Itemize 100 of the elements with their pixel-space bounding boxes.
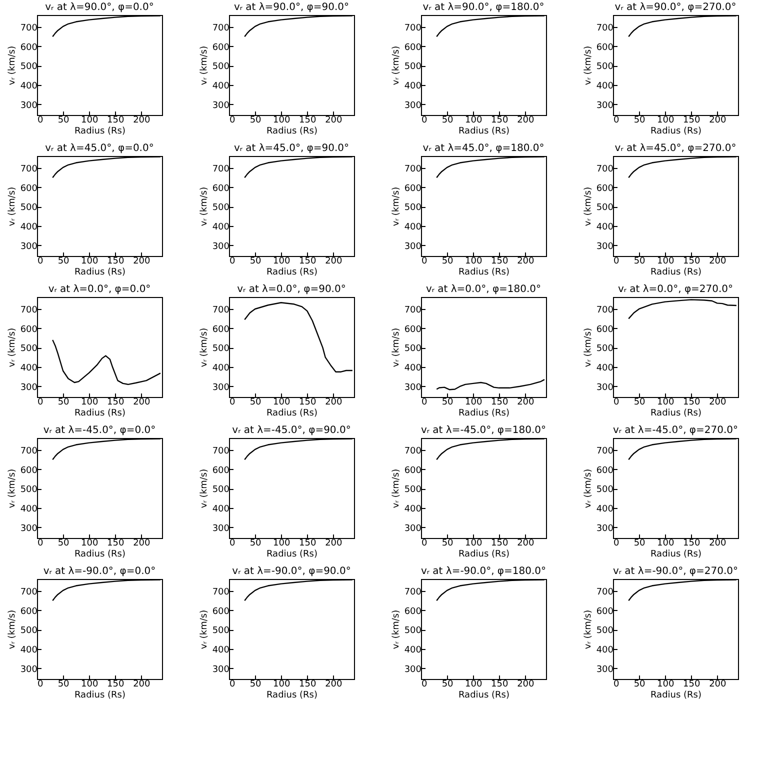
y-tick-label: 400 (404, 646, 422, 656)
y-tick-label: 600 (212, 42, 230, 53)
y-tick-label: 700 (596, 446, 614, 456)
y-tick-label: 500 (20, 203, 38, 214)
x-tick-label: 50 (634, 538, 646, 548)
x-tick-label: 50 (634, 256, 646, 266)
y-tick-label: 300 (20, 100, 38, 111)
y-tick-label: 600 (404, 606, 422, 617)
y-tick-label: 500 (596, 626, 614, 636)
x-tick-label: 200 (133, 256, 151, 266)
x-tick-label: 100 (464, 538, 482, 548)
y-tick-label: 600 (212, 324, 230, 335)
y-axis-title: vᵣ (km/s) (391, 468, 402, 508)
chart-title: vᵣ at λ=-90.0°, φ=180.0° (420, 566, 546, 577)
y-tick-label: 500 (404, 203, 422, 214)
x-axis-title: Radius (Rs) (650, 690, 702, 700)
y-tick-label: 300 (404, 664, 422, 675)
chart-title: vᵣ at λ=-45.0°, φ=180.0° (420, 425, 546, 436)
x-tick-label: 0 (230, 538, 236, 548)
y-tick-label: 300 (596, 664, 614, 675)
x-tick-label: 150 (491, 538, 508, 548)
y-tick-label: 700 (20, 587, 38, 598)
y-tick-label: 700 (596, 164, 614, 174)
x-axis-title: Radius (Rs) (266, 268, 318, 278)
chart-title: vᵣ at λ=90.0°, φ=270.0° (614, 2, 736, 13)
y-tick-label: 700 (20, 23, 38, 34)
x-tick-label: 150 (107, 680, 124, 690)
x-axis-title: Radius (Rs) (650, 550, 702, 560)
y-tick-label: 300 (404, 524, 422, 534)
chart-title: vᵣ at λ=0.0°, φ=270.0° (618, 284, 734, 295)
y-tick-label: 700 (20, 446, 38, 456)
y-tick-label: 500 (20, 626, 38, 636)
x-tick-label: 0 (422, 398, 428, 408)
y-tick-label: 600 (404, 466, 422, 476)
x-axis-title: Radius (Rs) (650, 408, 702, 418)
y-axis-title: vᵣ (km/s) (583, 46, 594, 86)
x-tick-label: 150 (683, 398, 700, 408)
y-tick-label: 500 (212, 344, 230, 354)
x-tick-label: 100 (656, 680, 674, 690)
chart-title: vᵣ at λ=-90.0°, φ=270.0° (612, 566, 738, 577)
y-tick-label: 500 (596, 344, 614, 354)
y-tick-label: 500 (404, 62, 422, 72)
x-tick-label: 200 (709, 538, 727, 548)
y-tick-label: 500 (212, 62, 230, 72)
x-tick-label: 0 (38, 398, 44, 408)
y-tick-label: 300 (596, 242, 614, 252)
y-tick-label: 700 (212, 23, 230, 34)
y-tick-label: 400 (212, 82, 230, 92)
y-tick-label: 300 (212, 664, 230, 675)
x-axis-title: Radius (Rs) (74, 408, 126, 418)
x-tick-label: 200 (709, 116, 727, 126)
y-tick-label: 400 (20, 82, 38, 92)
y-axis-title: vᵣ (km/s) (7, 46, 18, 86)
y-tick-label: 400 (404, 504, 422, 515)
x-tick-label: 150 (491, 680, 508, 690)
x-tick-label: 0 (614, 680, 620, 690)
x-tick-label: 150 (683, 538, 700, 548)
chart-title: vᵣ at λ=90.0°, φ=180.0° (422, 2, 544, 13)
chart-title: vᵣ at λ=0.0°, φ=0.0° (48, 284, 151, 295)
y-tick-label: 500 (212, 203, 230, 214)
x-tick-label: 200 (517, 116, 535, 126)
x-tick-label: 100 (80, 116, 98, 126)
x-tick-label: 100 (656, 116, 674, 126)
x-tick-label: 200 (325, 398, 343, 408)
chart-title: vᵣ at λ=45.0°, φ=90.0° (234, 143, 350, 154)
y-tick-label: 600 (20, 466, 38, 476)
chart-title: vᵣ at λ=-45.0°, φ=270.0° (612, 425, 738, 436)
y-tick-label: 700 (212, 446, 230, 456)
x-tick-label: 0 (230, 116, 236, 126)
x-axis-title: Radius (Rs) (458, 690, 510, 700)
x-tick-label: 50 (250, 116, 262, 126)
y-axis-title: vᵣ (km/s) (583, 186, 594, 226)
x-axis-title: Radius (Rs) (74, 268, 126, 278)
x-tick-label: 150 (491, 256, 508, 266)
x-tick-label: 200 (709, 680, 727, 690)
x-tick-label: 100 (272, 256, 290, 266)
x-axis-title: Radius (Rs) (74, 550, 126, 560)
y-tick-label: 300 (404, 382, 422, 393)
y-tick-label: 300 (20, 524, 38, 534)
x-tick-label: 100 (80, 538, 98, 548)
x-tick-label: 150 (299, 116, 316, 126)
y-axis-title: vᵣ (km/s) (391, 186, 402, 226)
x-tick-label: 50 (634, 116, 646, 126)
x-axis-title: Radius (Rs) (458, 126, 510, 136)
x-tick-label: 200 (325, 116, 343, 126)
x-tick-label: 0 (422, 538, 428, 548)
y-tick-label: 400 (596, 82, 614, 92)
x-axis-title: Radius (Rs) (266, 690, 318, 700)
x-tick-label: 0 (230, 256, 236, 266)
x-tick-label: 200 (133, 116, 151, 126)
x-tick-label: 200 (709, 398, 727, 408)
y-tick-label: 600 (212, 184, 230, 194)
y-tick-label: 700 (596, 23, 614, 34)
x-axis-title: Radius (Rs) (266, 550, 318, 560)
chart-title: vᵣ at λ=45.0°, φ=0.0° (45, 143, 154, 154)
chart-title: vᵣ at λ=45.0°, φ=270.0° (614, 143, 736, 154)
y-tick-label: 400 (596, 646, 614, 656)
x-axis-title: Radius (Rs) (458, 268, 510, 278)
chart-title: vᵣ at λ=45.0°, φ=180.0° (422, 143, 544, 154)
x-tick-label: 200 (517, 398, 535, 408)
